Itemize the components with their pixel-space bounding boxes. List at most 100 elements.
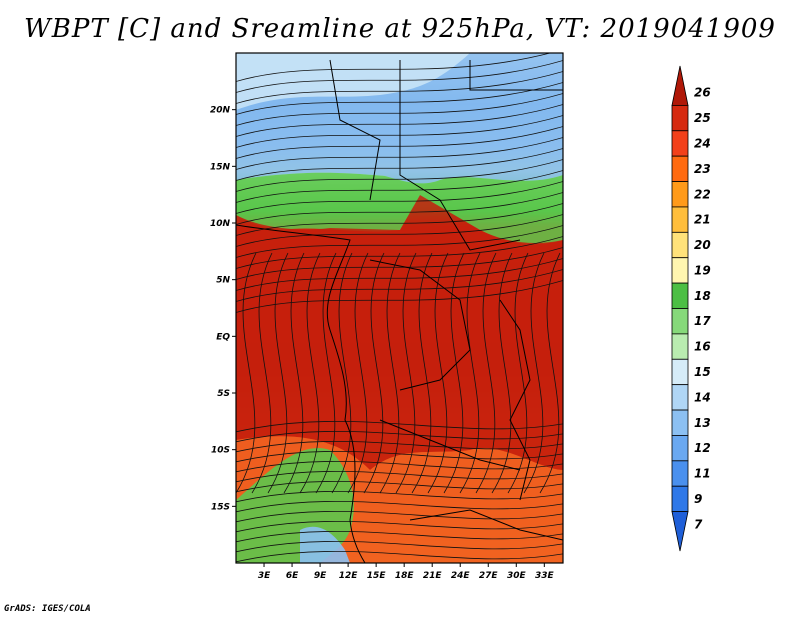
colorbar-label: 22 — [694, 187, 711, 201]
streamline-north — [236, 147, 563, 182]
streamline-north — [236, 257, 563, 292]
colorbar-label: 23 — [694, 162, 711, 176]
streamline-central — [267, 252, 289, 494]
lon-tick-label: 33E — [535, 571, 555, 581]
lon-tick-label: 18E — [395, 571, 415, 581]
southwest-blue-region — [300, 526, 350, 563]
streamline-central — [523, 252, 545, 494]
colorbar-label: 13 — [694, 416, 711, 430]
streamline-central — [236, 252, 257, 494]
streamline-south — [236, 461, 563, 473]
colorbar-label: 21 — [694, 213, 711, 227]
colorbar-swatch — [671, 104, 689, 132]
streamline-north — [236, 53, 552, 83]
streamline-south — [236, 421, 563, 433]
streamline-north — [236, 158, 563, 193]
streamline-central — [475, 252, 497, 494]
colorbar-swatch — [671, 435, 689, 462]
latitude-axis: 20N 15N 10N 5N EQ 5S 10S 15S — [210, 106, 236, 512]
streamline-north — [236, 114, 563, 149]
lat-tick-label: 15N — [210, 162, 231, 172]
streamline-south — [236, 491, 563, 503]
streamline-north — [236, 125, 563, 160]
streamline-north — [236, 224, 563, 259]
colorbar-label: 17 — [694, 314, 711, 328]
lon-tick-label: 3E — [258, 571, 271, 581]
streamline-north — [236, 136, 563, 171]
streamline-south — [236, 521, 563, 533]
streamline-north — [236, 81, 563, 116]
colorbar-swatch — [671, 333, 689, 360]
lon-tick-label: 9E — [314, 571, 327, 581]
lon-tick-label: 21E — [423, 571, 443, 581]
lon-tick-label: 24E — [451, 571, 471, 581]
map-frame — [235, 52, 564, 564]
grads-credit: GrADS: IGES/COLA — [4, 604, 91, 614]
colorbar-label: 26 — [694, 86, 711, 100]
colorbar-cap-bottom — [671, 511, 689, 552]
colorbar-swatch — [671, 485, 689, 513]
longitude-axis: 3E 6E 9E 12E 15E 18E 21E 24E 27E 30E 33E — [258, 563, 555, 581]
colorbar-label: 14 — [694, 390, 711, 404]
colorbar-label: 16 — [694, 340, 711, 354]
streamline-central — [395, 252, 417, 494]
colorbar-swatch — [671, 460, 689, 487]
streamline-south — [236, 541, 563, 553]
streamline-south — [236, 501, 563, 513]
streamline-central — [251, 252, 273, 494]
lon-tick-label: 30E — [507, 571, 527, 581]
streamline-north — [236, 202, 563, 237]
colorbar-swatch — [671, 181, 689, 208]
colorbar-label: 19 — [694, 263, 711, 277]
streamline-central — [459, 252, 481, 494]
colorbar-label: 11 — [694, 467, 711, 481]
lat-tick-label: 5S — [217, 389, 230, 399]
streamline-north — [236, 268, 563, 303]
streamline-central — [363, 252, 385, 494]
colorbar-swatch — [671, 206, 689, 233]
colorbar-swatch — [671, 308, 689, 335]
streamline-central — [315, 252, 337, 494]
streamline-north — [236, 70, 563, 105]
colorbar-swatch — [671, 257, 689, 284]
streamline-central — [411, 252, 433, 494]
lat-tick-label: 15S — [211, 502, 230, 512]
colorbar-swatch — [671, 231, 689, 259]
streamline-north — [236, 279, 563, 314]
streamline-north — [236, 103, 563, 138]
map-area — [236, 53, 563, 563]
lat-tick-label: 20N — [210, 106, 231, 116]
streamline-north — [236, 169, 563, 204]
streamline-central — [539, 252, 561, 494]
streamline-south — [236, 551, 563, 563]
lat-tick-label: EQ — [216, 332, 230, 342]
colorbar-label: 24 — [694, 136, 711, 150]
lon-tick-label: 27E — [479, 571, 499, 581]
colorbar-swatch — [671, 155, 689, 182]
colorbar-swatch — [671, 384, 689, 411]
lat-tick-label: 5N — [216, 276, 230, 286]
streamlines — [236, 53, 563, 563]
streamline-north — [236, 59, 563, 94]
streamline-south — [236, 431, 563, 443]
lat-tick-label: 10S — [211, 446, 230, 456]
country-borders — [236, 59, 563, 563]
streamline-central — [283, 252, 305, 494]
lon-tick-label: 12E — [339, 571, 359, 581]
streamline-south — [236, 481, 563, 493]
streamline-central — [491, 252, 513, 494]
streamline-central — [443, 252, 465, 494]
streamline-south — [236, 531, 563, 543]
colorbar-label: 25 — [694, 111, 711, 125]
colorbar-label: 9 — [694, 492, 702, 506]
lat-tick-label: 10N — [210, 219, 231, 229]
streamline-south — [236, 511, 563, 523]
lon-tick-label: 6E — [286, 571, 299, 581]
colorbar-swatch — [671, 358, 689, 386]
colorbar-swatch — [671, 282, 689, 309]
streamline-central — [507, 252, 529, 494]
colorbar-label: 20 — [694, 238, 711, 252]
colorbar-label: 15 — [694, 365, 711, 379]
cold-pocket — [236, 53, 470, 110]
